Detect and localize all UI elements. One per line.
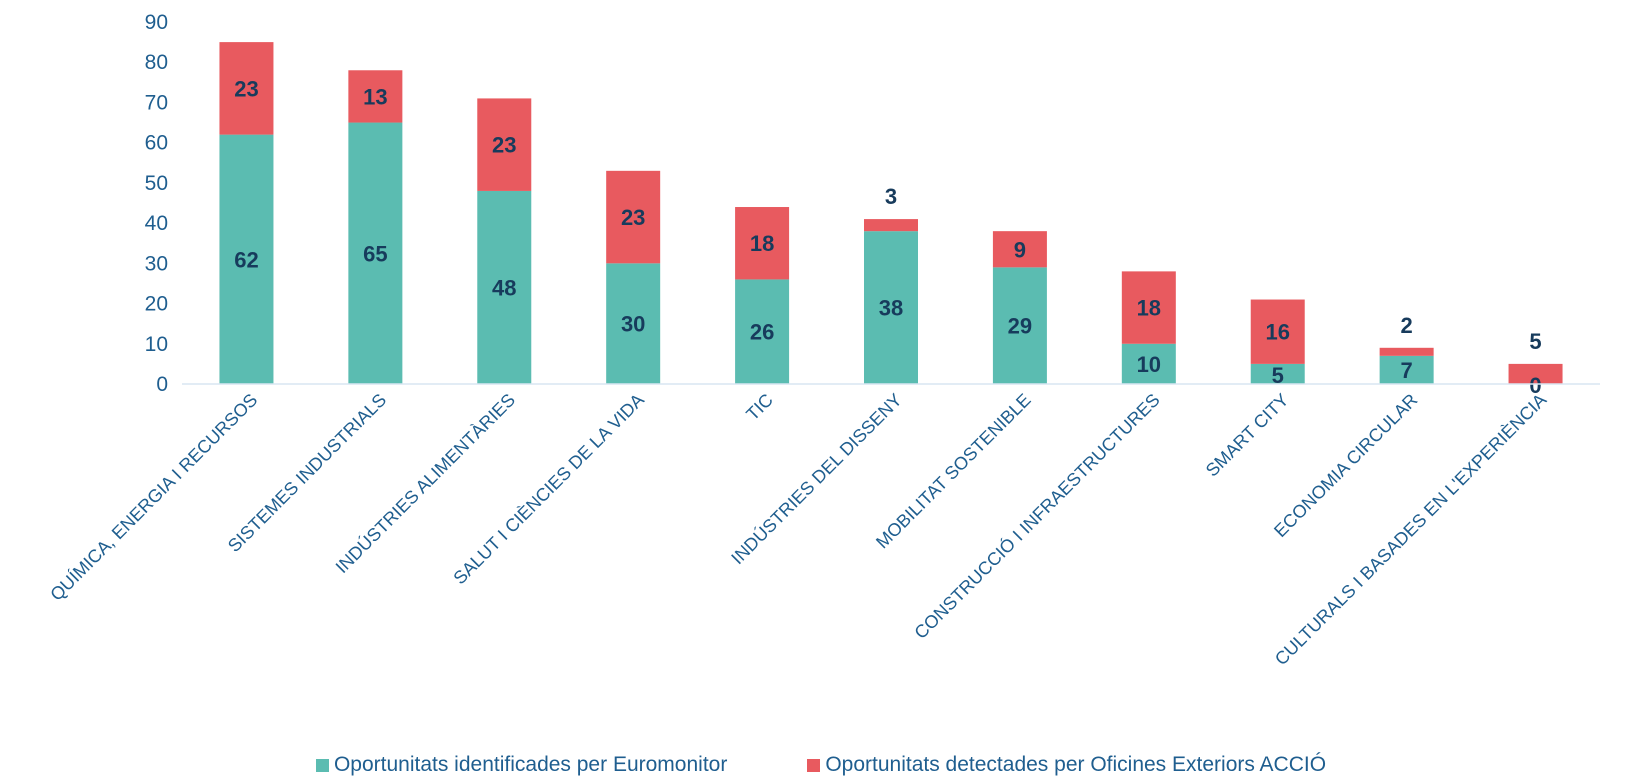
x-tick-label: ECONOMIA CIRCULAR [1270, 390, 1421, 541]
bar-segment-oficines [348, 70, 403, 123]
legend-label-euromonitor: Oportunitats identificades per Euromonit… [333, 753, 728, 776]
x-tick-label: CONSTRUCCIÓ I INFRAESTRUCTURES [910, 389, 1164, 643]
data-label-euromonitor: 65 [363, 241, 387, 266]
bar-segment-euromonitor [477, 190, 532, 384]
data-label-oficines: 5 [1529, 329, 1541, 354]
data-label-euromonitor: 48 [492, 275, 516, 300]
legend-swatch-euromonitor [315, 758, 329, 772]
y-tick-label: 70 [145, 91, 168, 114]
legend-swatch-oficines [807, 758, 821, 772]
data-label-euromonitor: 26 [750, 320, 774, 345]
bar-segment-oficines [1508, 363, 1563, 384]
data-label-euromonitor: 30 [621, 312, 645, 337]
bar-segment-oficines [477, 98, 532, 191]
bar-segment-euromonitor [1379, 355, 1434, 384]
data-labels: 62 23 65 13 48 23 30 23 26 18 38 3 29 9 10 18 5 16 7 2 0 5 [234, 76, 1541, 398]
data-label-oficines: 23 [234, 76, 258, 101]
data-label-euromonitor: 7 [1401, 358, 1413, 383]
bar-segment-euromonitor [735, 279, 790, 384]
bar-segment-oficines [1121, 271, 1176, 344]
y-tick-label: 50 [145, 172, 168, 195]
bar-segment-euromonitor [864, 231, 918, 384]
bar-segment-euromonitor [1250, 363, 1305, 384]
x-tick-label: CULTURALS I BASADES EN L'EXPERIÈNCIA [1271, 390, 1550, 669]
data-label-euromonitor: 62 [234, 247, 258, 272]
bar-segment-euromonitor [992, 267, 1047, 384]
y-tick-label: 80 [145, 51, 168, 74]
data-label-euromonitor: 29 [1008, 314, 1032, 339]
data-label-oficines: 2 [1401, 313, 1413, 338]
bar-segment-oficines [1250, 299, 1305, 364]
y-tick-label: 30 [145, 252, 168, 275]
bar-segment-oficines [864, 219, 918, 232]
bar-segment-oficines [1379, 347, 1434, 356]
data-label-oficines: 23 [621, 205, 645, 230]
data-label-oficines: 18 [1137, 296, 1161, 321]
bar-segment-oficines [735, 207, 790, 280]
x-tick-label: SMART CITY [1202, 390, 1293, 481]
bar-segment-euromonitor [606, 263, 661, 384]
x-tick-label: TIC [742, 390, 777, 425]
bar-segment-euromonitor [219, 134, 274, 384]
bar-segment-oficines [606, 170, 661, 264]
legend-label-oficines: Oportunitats detectades per Oficines Ext… [825, 753, 1327, 776]
y-axis: 0 10 20 30 40 50 60 70 80 90 [145, 11, 168, 396]
bars [219, 42, 1563, 385]
bar-segment-euromonitor [348, 122, 403, 385]
data-label-oficines: 9 [1014, 237, 1026, 262]
y-tick-label: 90 [145, 11, 168, 34]
legend: Oportunitats identificades per Euromonit… [0, 752, 1642, 778]
data-label-euromonitor: 38 [879, 296, 903, 321]
data-label-oficines: 23 [492, 133, 516, 158]
x-tick-label: QUÍMICA, ENERGIA I RECURSOS [46, 390, 261, 605]
data-label-oficines: 13 [363, 84, 387, 109]
y-tick-label: 0 [156, 373, 168, 396]
legend-item-euromonitor: Oportunitats identificades per Euromonit… [315, 753, 728, 777]
data-label-euromonitor: 10 [1137, 352, 1161, 377]
y-tick-label: 10 [145, 333, 168, 356]
bar-segment-euromonitor [1121, 343, 1176, 384]
data-label-oficines: 16 [1265, 320, 1289, 345]
y-tick-label: 60 [145, 132, 168, 155]
data-label-euromonitor: 0 [1529, 373, 1541, 398]
data-label-euromonitor: 5 [1272, 363, 1284, 388]
y-tick-label: 20 [145, 293, 168, 316]
y-tick-label: 40 [145, 212, 168, 235]
data-label-oficines: 3 [885, 184, 897, 209]
bar-segment-oficines [219, 42, 274, 135]
legend-item-oficines: Oportunitats detectades per Oficines Ext… [807, 753, 1326, 777]
bar-segment-oficines [992, 231, 1047, 268]
data-label-oficines: 18 [750, 231, 774, 256]
